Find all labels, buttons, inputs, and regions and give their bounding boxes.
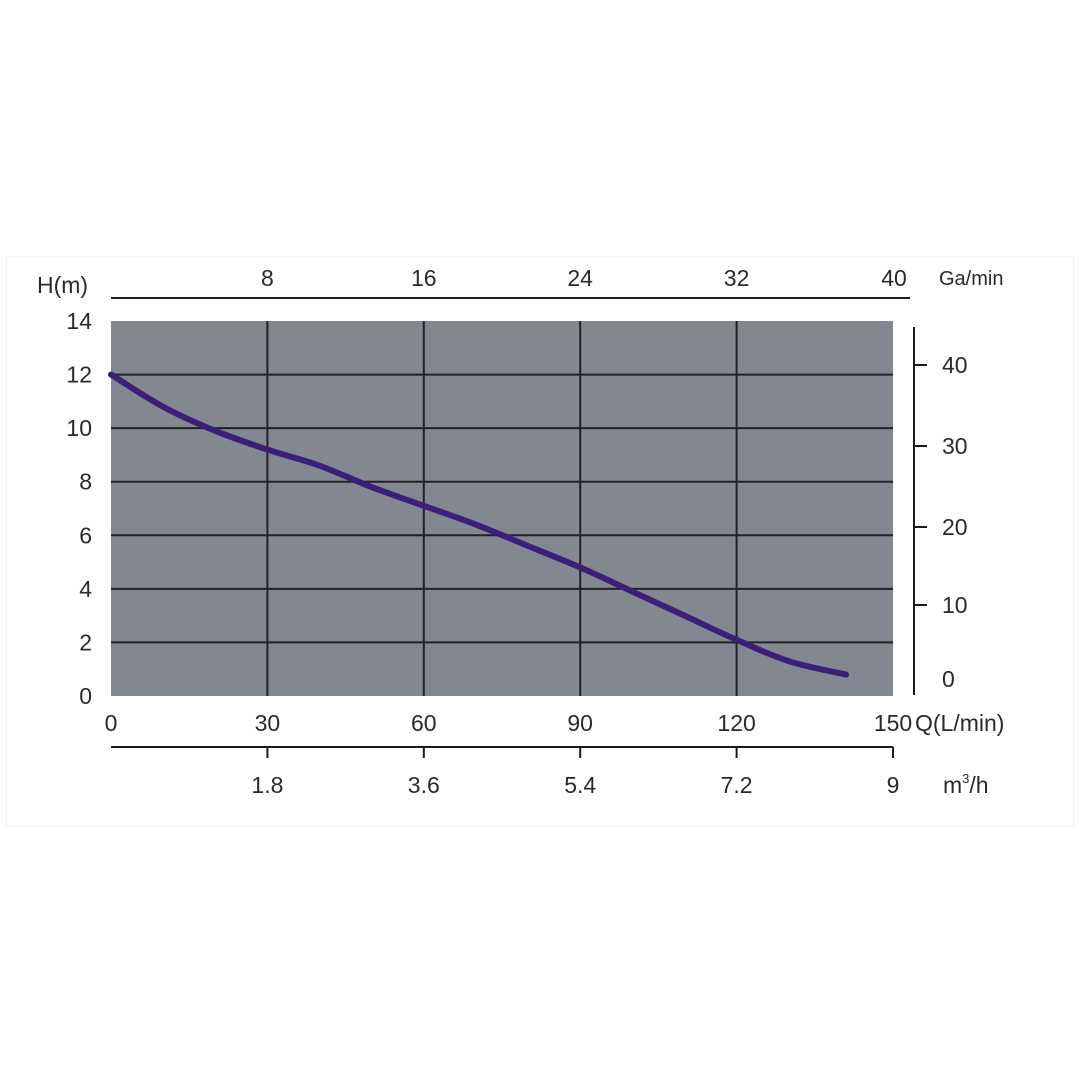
y-tick-label: 12 bbox=[66, 362, 92, 388]
x-tick-label: 30 bbox=[255, 710, 281, 736]
y-tick-label: 0 bbox=[79, 683, 92, 709]
y-tick-label: 14 bbox=[66, 308, 92, 334]
y-tick-label: 10 bbox=[66, 415, 92, 441]
bottom-unit-tail: /h bbox=[969, 772, 988, 798]
top-tick-label: 8 bbox=[261, 265, 274, 291]
bottom-unit-base: m bbox=[943, 772, 962, 798]
x-tick-label: 0 bbox=[105, 710, 118, 736]
bottom-tick-label: 7.2 bbox=[721, 772, 753, 798]
y-tick-label: 4 bbox=[79, 576, 92, 602]
bottom-tick-label: 5.4 bbox=[564, 772, 596, 798]
performance-curve bbox=[108, 371, 850, 678]
y-tick-label: 6 bbox=[79, 522, 92, 548]
top-tick-label: 24 bbox=[567, 265, 593, 291]
x-tick-label: 120 bbox=[717, 710, 755, 736]
bottom-tick-label: 9 bbox=[887, 772, 900, 798]
bottom-axis-unit-label: m3/h bbox=[943, 771, 989, 798]
y-tick-label: 2 bbox=[79, 629, 92, 655]
bottom-unit-sup: 3 bbox=[962, 771, 969, 786]
right-tick-label: 0 bbox=[942, 666, 955, 692]
x-axis-label: Q(L/min) bbox=[915, 710, 1004, 736]
x-tick-label: 60 bbox=[411, 710, 437, 736]
top-tick-label: 32 bbox=[724, 265, 750, 291]
top-tick-label: 16 bbox=[411, 265, 437, 291]
y-axis-label: H(m) bbox=[37, 272, 88, 298]
y-tick-label: 8 bbox=[79, 469, 92, 495]
bottom-tick-label: 1.8 bbox=[251, 772, 283, 798]
right-tick-label: 20 bbox=[942, 514, 968, 540]
top-axis-unit-label: Ga/min bbox=[939, 268, 1003, 290]
x-tick-label: 90 bbox=[567, 710, 593, 736]
plot-area bbox=[111, 321, 893, 696]
bottom-tick-label: 3.6 bbox=[408, 772, 440, 798]
right-tick-label: 10 bbox=[942, 592, 968, 618]
grid-lines bbox=[111, 321, 893, 696]
right-tick-label: 30 bbox=[942, 433, 968, 459]
top-tick-label: 40 bbox=[881, 265, 907, 291]
axes bbox=[111, 297, 927, 758]
x-tick-label: 150 bbox=[874, 710, 912, 736]
right-tick-label: 40 bbox=[942, 352, 968, 378]
chart-frame: 0 2 4 6 8 10 12 14 0 30 60 90 120 150 8 16 24 32 40 1.8 3.6 5… bbox=[6, 256, 1074, 826]
